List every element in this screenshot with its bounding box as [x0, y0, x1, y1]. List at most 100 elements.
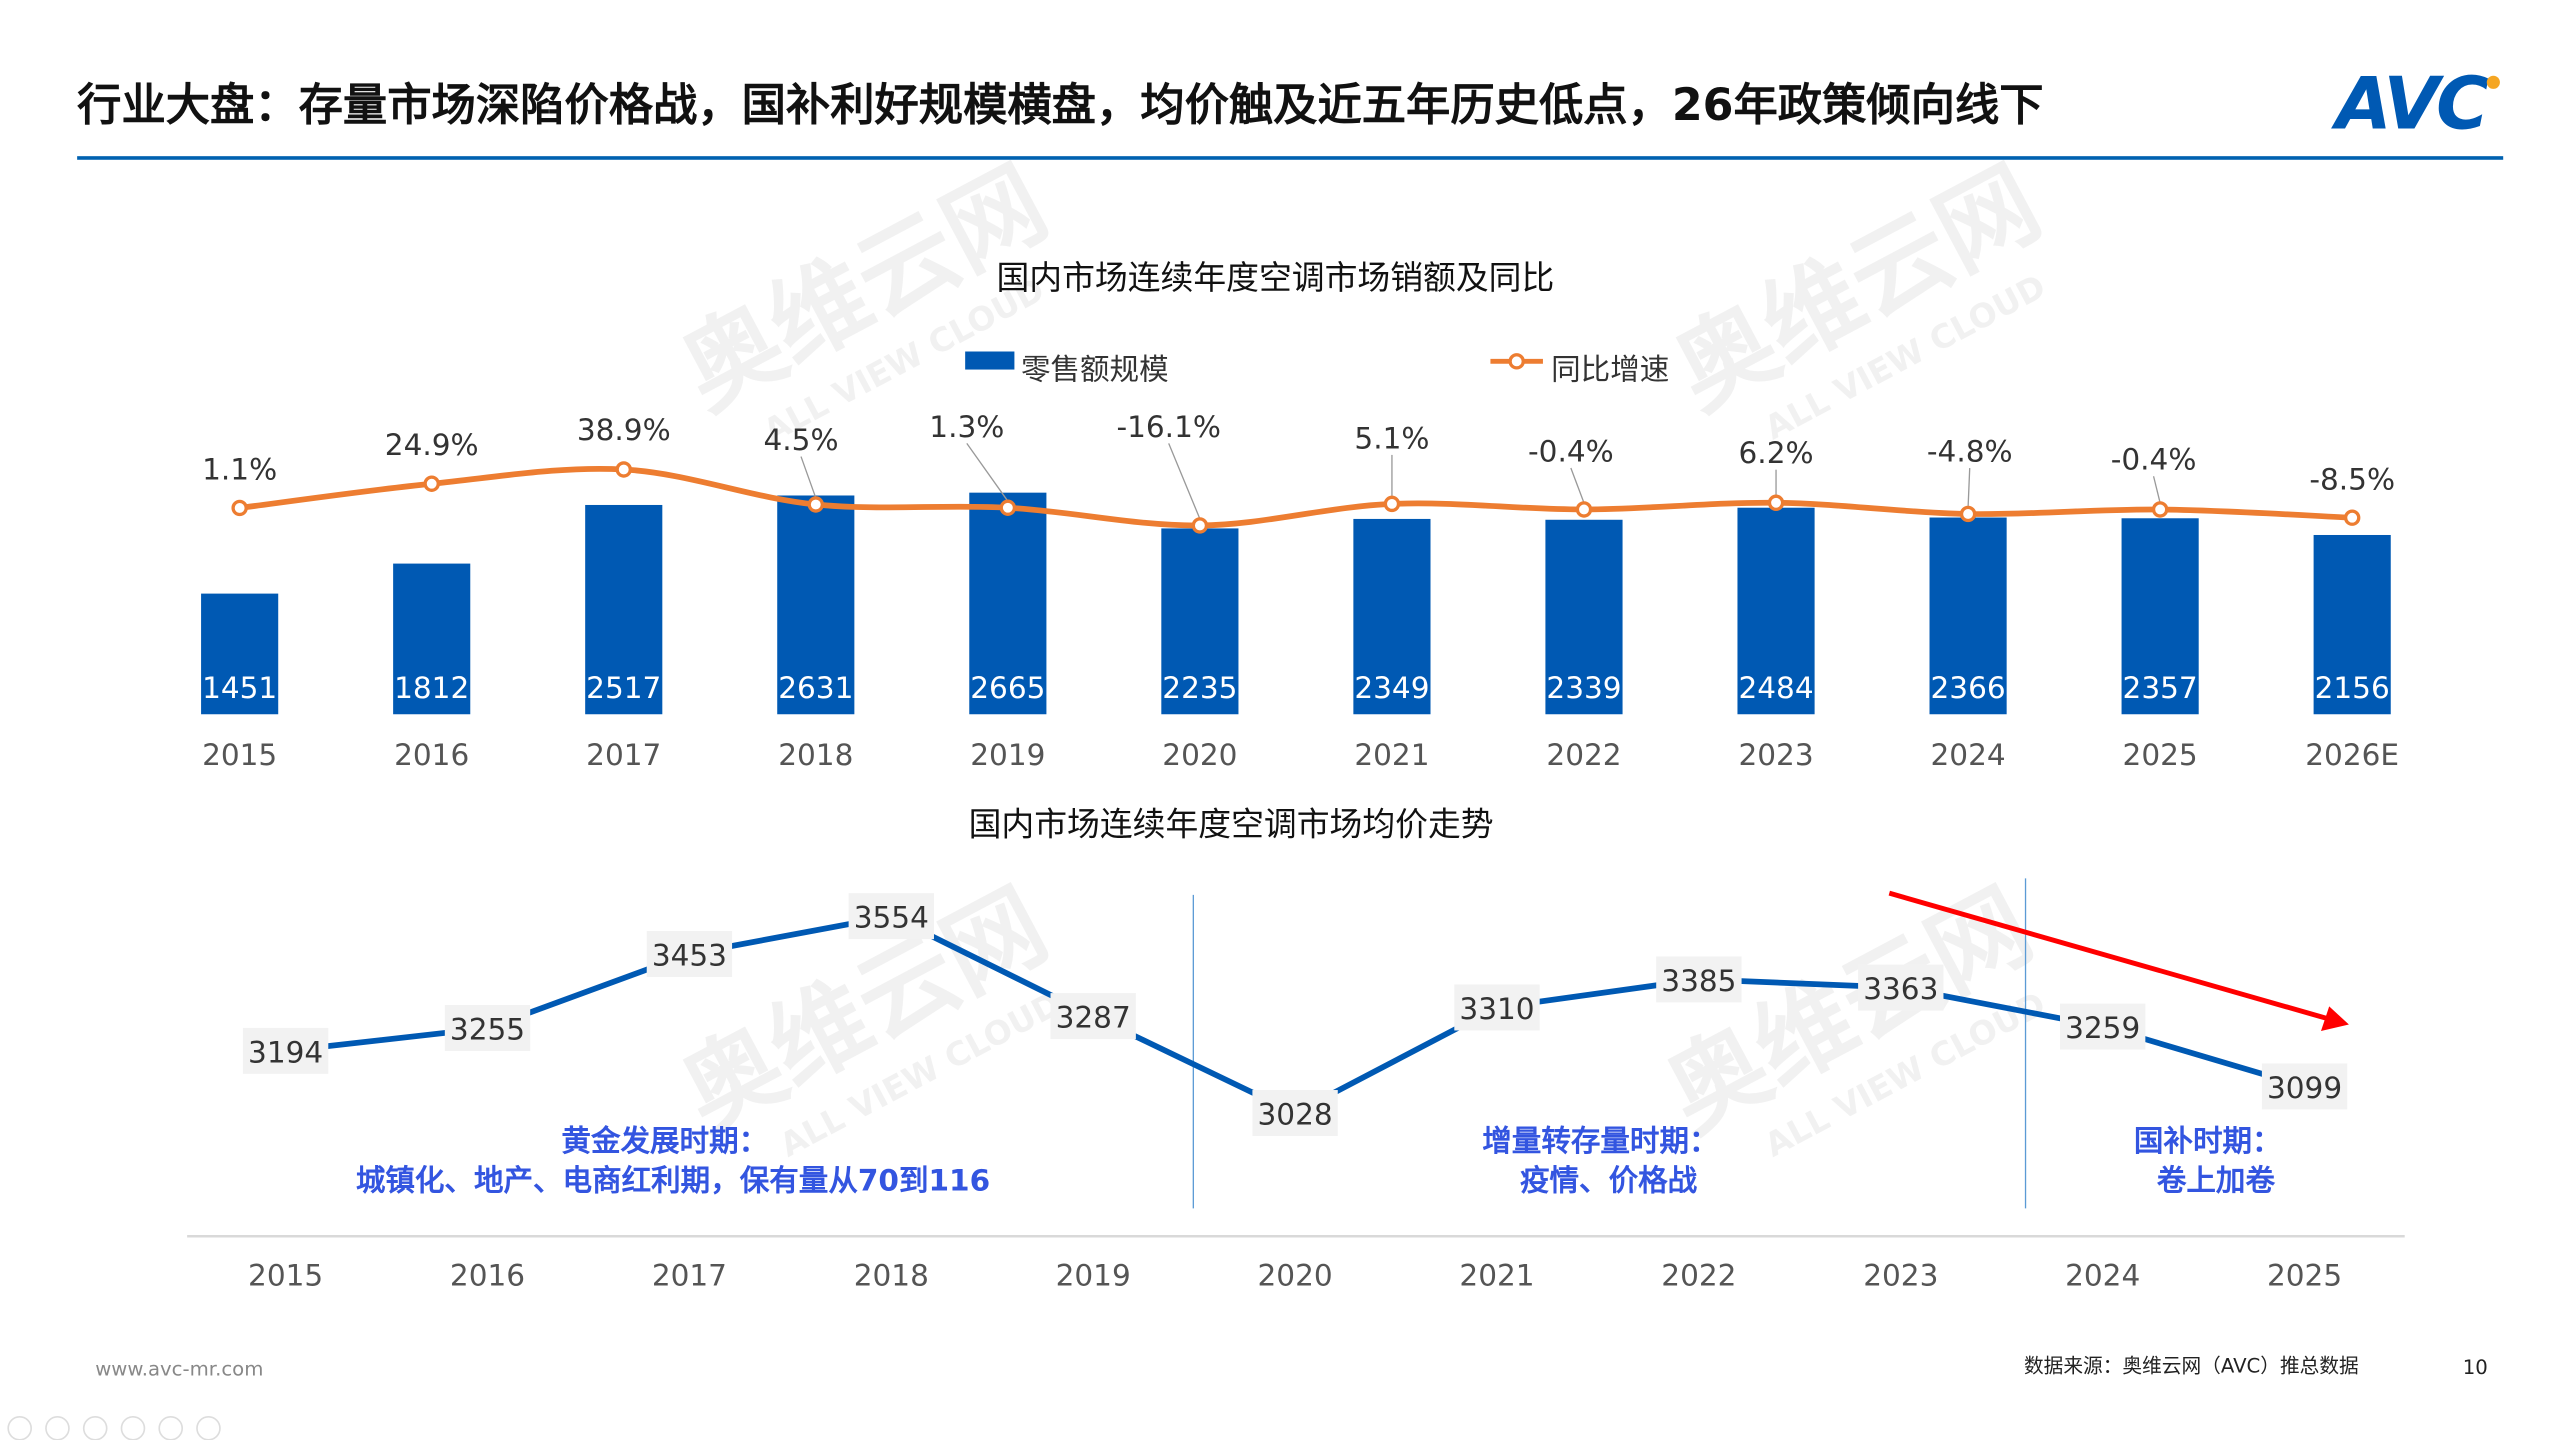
annotation-title: 国补时期： [2134, 1124, 2282, 1158]
growth-point [1767, 494, 1785, 511]
growth-label: 1.3% [929, 410, 1004, 444]
price-label: 3028 [1258, 1097, 1333, 1131]
next-icon[interactable] [45, 1415, 70, 1440]
header-divider [77, 156, 2504, 160]
x-tick-label: 2016 [394, 738, 469, 772]
growth-point [1383, 495, 1401, 513]
more-icon[interactable] [196, 1415, 221, 1440]
logo-text: AVC [2331, 62, 2489, 146]
leader-line [2152, 476, 2161, 504]
bar-value-label: 1451 [202, 671, 277, 705]
footer-website[interactable]: www.avc-mr.com [95, 1358, 263, 1381]
price-label: 3099 [2267, 1071, 2342, 1105]
logo-dot [2486, 75, 2500, 89]
x-tick-label: 2024 [2065, 1258, 2140, 1292]
bar-value-label: 2665 [970, 671, 1045, 705]
growth-point [2343, 509, 2361, 526]
growth-label: -4.8% [1927, 434, 2013, 468]
growth-point [807, 496, 825, 513]
bar [1929, 517, 2007, 715]
growth-label: 4.5% [764, 423, 839, 457]
bar [393, 563, 471, 715]
bar [969, 492, 1047, 715]
chart1-title: 国内市场连续年度空调市场销额及同比 [996, 259, 1554, 297]
growth-label: -8.5% [2309, 462, 2395, 496]
growth-label: -0.4% [2111, 443, 2197, 477]
price-label: 3259 [2065, 1011, 2140, 1045]
trend-arrow [1888, 890, 2349, 1032]
page-title: 行业大盘：存量市场深陷价格战，国补利好规模横盘，均价触及近五年历史低点，26年政… [77, 80, 2043, 131]
bar-value-label: 2156 [2315, 671, 2390, 705]
avc-logo: AVC [2331, 62, 2500, 146]
bar-value-label: 2349 [1354, 671, 1429, 705]
legend-label-bar: 零售额规模 [1021, 352, 1169, 386]
bar [2313, 534, 2391, 715]
x-tick-label: 2020 [1162, 738, 1237, 772]
growth-label: -0.4% [1528, 434, 1614, 468]
annotation-title: 增量转存量时期： [1482, 1124, 1718, 1158]
price-label-box [1454, 984, 1540, 1031]
bar [1545, 519, 1623, 715]
price-label-box [2060, 1003, 2146, 1050]
bar [1161, 528, 1239, 715]
chart1-bars: 1451 2015 1812 2016 2517 2017 2631 2018 2665 2019… [201, 492, 2399, 772]
bar-value-label: 2366 [1931, 671, 2006, 705]
x-tick-label: 2021 [1459, 1258, 1534, 1292]
price-label-box [1656, 956, 1742, 1003]
bar-value-label: 1812 [394, 671, 469, 705]
price-label-box [2261, 1063, 2348, 1110]
legend-swatch-bar [965, 351, 1015, 370]
leader-line [1570, 467, 1585, 504]
x-tick-label: 2017 [652, 1258, 727, 1292]
x-tick-label: 2018 [778, 738, 853, 772]
bar-value-label: 2517 [586, 671, 661, 705]
growth-point [1575, 501, 1593, 518]
leader-line [800, 456, 817, 499]
x-tick-label: 2022 [1661, 1258, 1736, 1292]
growth-point [1959, 505, 1977, 523]
chart2-price-line: 3194 2015 3255 2016 3453 2017 3554 2018 3287 2019… [242, 893, 2348, 1292]
price-label-box [1252, 1090, 1338, 1136]
leader-line [966, 443, 1009, 502]
chart1-growth-line: 1.1% 24.9% 38.9% 4.5% 1.3% -16.1% 5.1% -0.4% 6.2… [202, 410, 2395, 534]
price-label: 3310 [1459, 992, 1534, 1026]
price-label-box [646, 930, 733, 977]
price-label: 3453 [652, 938, 727, 972]
bar-value-label: 2235 [1162, 671, 1237, 705]
previous-icon[interactable] [7, 1415, 33, 1440]
x-tick-label: 2021 [1354, 738, 1429, 772]
footer-source: 数据来源：奥维云网（AVC）推总数据 [2024, 1354, 2359, 1377]
growth-point [1191, 517, 1209, 534]
x-tick-label: 2023 [1738, 738, 1813, 772]
growth-label: 6.2% [1739, 436, 1814, 470]
price-label-box [444, 1005, 531, 1052]
x-tick-label: 2024 [1931, 738, 2006, 772]
bar-value-label: 2339 [1546, 671, 1621, 705]
slideshow-toolbar [7, 1415, 221, 1440]
bar [2121, 518, 2199, 715]
pen-icon[interactable] [82, 1415, 108, 1440]
price-label: 3194 [248, 1035, 323, 1069]
price-label: 3554 [854, 901, 929, 935]
x-tick-label: 2023 [1863, 1258, 1938, 1292]
x-tick-label: 2017 [586, 738, 661, 772]
bar-value-label: 2631 [778, 671, 853, 705]
x-tick-label: 2026E [2305, 738, 2399, 772]
bar [1353, 518, 1431, 715]
bar [585, 504, 663, 715]
slides-icon[interactable] [120, 1415, 146, 1440]
bar [777, 495, 855, 715]
growth-point [2151, 501, 2169, 518]
x-tick-label: 2015 [248, 1258, 323, 1292]
leader-line [1168, 443, 1201, 520]
zoom-icon[interactable] [158, 1415, 184, 1440]
growth-label: 5.1% [1354, 421, 1429, 455]
x-tick-label: 2016 [450, 1258, 525, 1292]
growth-point [999, 499, 1017, 516]
page-number: 10 [2463, 1356, 2488, 1379]
price-label: 3385 [1661, 964, 1736, 998]
x-tick-label: 2018 [854, 1258, 929, 1292]
growth-point [615, 461, 632, 478]
annotation-text: 卷上加卷 [2157, 1163, 2276, 1197]
